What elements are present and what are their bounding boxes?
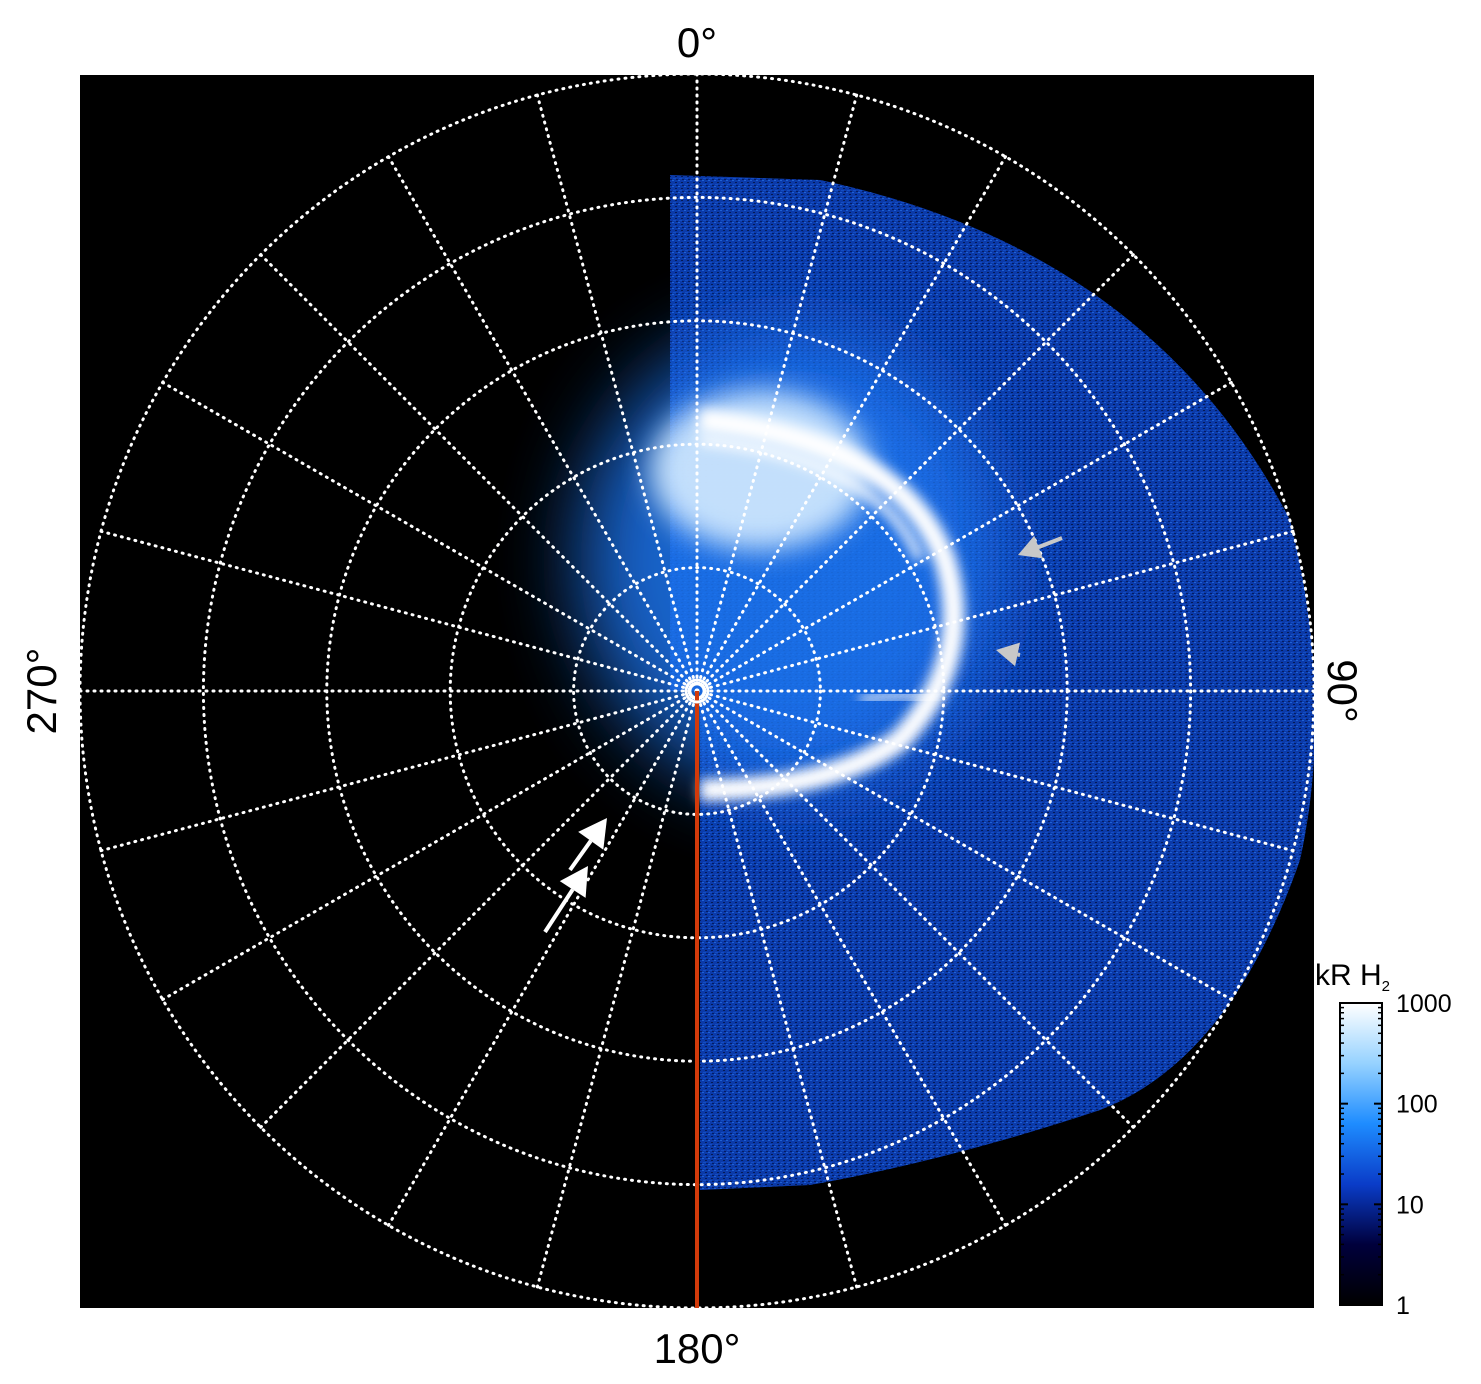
angle-labels: 0° 90° 180° 270°	[18, 19, 1366, 1372]
colorbar-bar	[1339, 1002, 1383, 1306]
grid-meridian-150	[695, 689, 1007, 1227]
angle-label-180: 180°	[654, 1325, 741, 1372]
polar-grid	[80, 75, 1314, 1308]
grid-meridian-165	[695, 689, 859, 1289]
grid-meridian-15	[695, 93, 859, 693]
colorbar-title: kR H2	[1315, 959, 1390, 995]
arrow-head	[559, 866, 588, 898]
grid-meridian-300	[161, 381, 699, 693]
grid-ring-1	[572, 566, 822, 816]
angle-label-0: 0°	[677, 19, 717, 66]
grid-meridian-345	[535, 93, 699, 693]
arrow-annotation-2	[996, 642, 1021, 667]
colorbar-tick-label: 100	[1396, 1091, 1438, 1119]
grid-meridian-60	[695, 381, 1233, 693]
grid-meridian-120	[695, 689, 1233, 1001]
main-oval	[698, 409, 965, 801]
grid-meridian-255	[99, 689, 699, 853]
grid-meridian-135	[695, 689, 1135, 1129]
grid-ring-4	[201, 195, 1193, 1187]
colorbar-title-text: kR H	[1315, 959, 1382, 992]
arrow-shaft	[1037, 536, 1063, 549]
arrow-annotation-3	[568, 818, 607, 872]
arrow-annotation-1	[1018, 535, 1063, 559]
grid-meridian-225	[259, 689, 699, 1129]
arrow-head	[1018, 535, 1043, 559]
grid-meridian-315	[259, 253, 699, 693]
grid-meridian-30	[695, 155, 1007, 693]
arrow-annotations	[543, 535, 1063, 934]
arrow-shaft	[1017, 652, 1021, 657]
colorbar-tick-label: 10	[1396, 1191, 1424, 1219]
bright-patch	[650, 390, 870, 550]
arrow-head	[996, 642, 1020, 667]
colorbar-title-subscript: 2	[1382, 978, 1390, 995]
grid-meridian-45	[695, 253, 1135, 693]
grid-meridian-240	[161, 689, 699, 1001]
arrow-shaft	[543, 888, 575, 934]
colorbar-tick-label: 1	[1396, 1292, 1410, 1320]
oval-fragment	[859, 690, 938, 705]
colorbar-tick-label: 1000	[1396, 990, 1452, 1018]
grid-meridian-285	[99, 529, 699, 693]
grid-meridian-105	[695, 689, 1295, 853]
arrow-shaft	[568, 839, 593, 872]
grid-meridian-210	[387, 689, 699, 1227]
colorbar: kR H2 1 10 100 1000	[1315, 959, 1452, 1320]
grid-meridian-195	[535, 689, 699, 1289]
grid-meridian-75	[695, 529, 1295, 693]
main-oval-arc	[699, 435, 925, 562]
angle-label-90: 90°	[1319, 659, 1366, 723]
arrow-annotation-4	[543, 866, 588, 934]
colorbar-ticks: 1 10 100 1000	[1340, 990, 1452, 1320]
arrow-head	[578, 818, 607, 850]
grid-meridian-330	[387, 155, 699, 693]
angle-label-270: 270°	[18, 648, 65, 735]
pole-marker	[684, 678, 710, 704]
